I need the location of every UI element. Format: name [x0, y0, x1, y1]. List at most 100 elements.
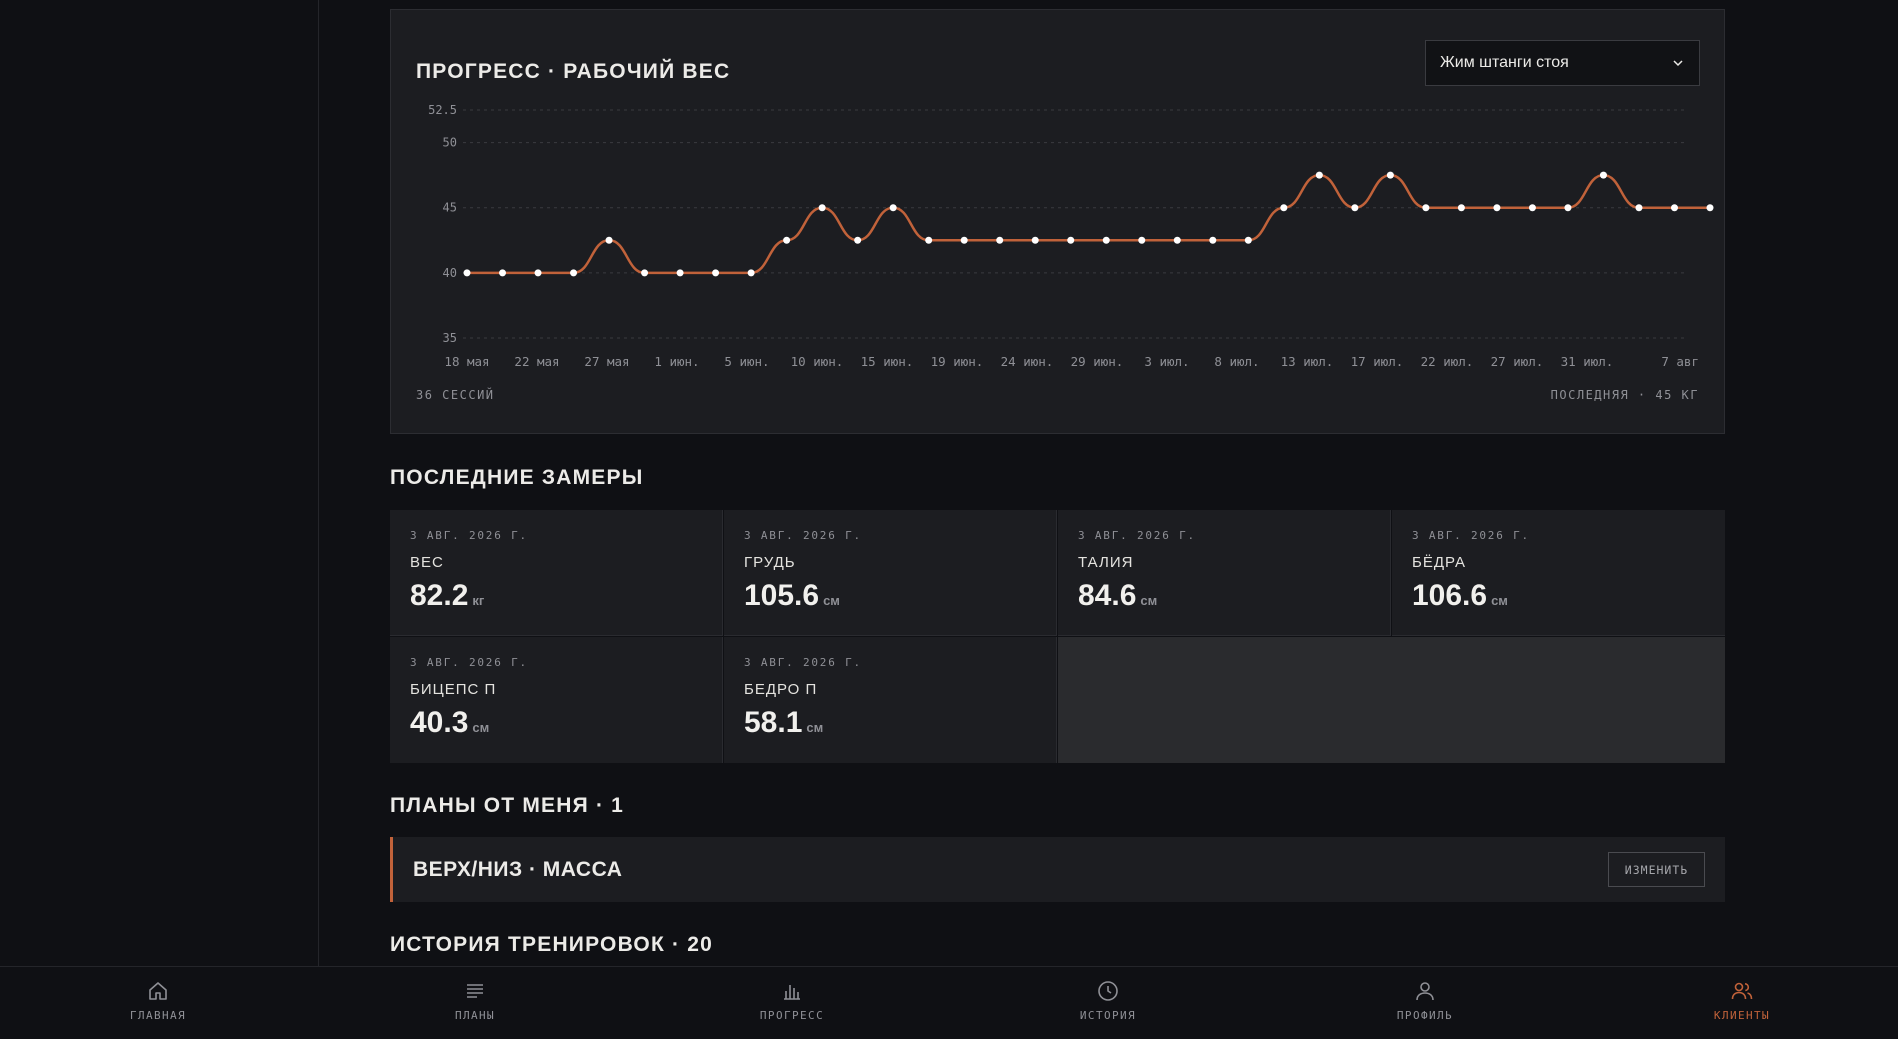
- data-point: [641, 269, 649, 277]
- measure-label: БЁДРА: [1412, 554, 1467, 571]
- x-tick-label: 13 июл.: [1281, 354, 1334, 369]
- data-point: [1599, 171, 1607, 179]
- data-point: [1706, 204, 1714, 212]
- x-tick-label: 10 июн.: [791, 354, 844, 369]
- x-tick-label: 18 мая: [444, 354, 489, 369]
- measure-unit: см: [823, 593, 840, 608]
- data-point: [1067, 236, 1075, 244]
- nav-label: ПРОФИЛЬ: [1396, 1009, 1454, 1022]
- nav-label: ПЛАНЫ: [454, 1009, 496, 1022]
- data-point: [1422, 204, 1430, 212]
- data-point: [1564, 204, 1572, 212]
- x-tick-label: 27 июл.: [1491, 354, 1544, 369]
- data-point: [712, 269, 720, 277]
- nav-item-plans[interactable]: ПЛАНЫ: [405, 979, 545, 1022]
- home-icon: [149, 982, 167, 1000]
- measure-unit: кг: [472, 593, 485, 608]
- user-icon: [1416, 982, 1434, 1001]
- y-tick-label: 35: [443, 331, 457, 345]
- x-tick-label: 1 июн.: [654, 354, 699, 369]
- bar-chart-icon: [784, 985, 800, 1000]
- measures-empty-cell: [1058, 637, 1725, 763]
- data-point: [534, 269, 542, 277]
- chevron-down-icon: [1673, 60, 1683, 67]
- measures-grid: 3 АВГ. 2026 Г. ВЕС 82.2 кг 3 АВГ. 2026 Г.…: [390, 510, 1725, 763]
- measure-date: 3 АВГ. 2026 Г.: [744, 529, 862, 542]
- chart-title: ПРОГРЕСС · РАБОЧИЙ ВЕС: [416, 60, 731, 83]
- plan-name: ВЕРХ/НИЗ · МАССА: [413, 858, 623, 881]
- measure-unit: см: [806, 720, 824, 735]
- data-point: [1173, 236, 1181, 244]
- measure-unit: см: [472, 720, 490, 735]
- data-point: [818, 204, 826, 212]
- data-point: [925, 236, 933, 244]
- data-point: [1209, 236, 1217, 244]
- data-point: [1315, 171, 1323, 179]
- data-point: [1635, 204, 1643, 212]
- measure-date: 3 АВГ. 2026 Г.: [410, 656, 528, 669]
- users-icon: [1731, 982, 1753, 1000]
- sessions-count: 36 СЕССИЙ: [416, 388, 495, 402]
- nav-item-progress[interactable]: ПРОГРЕСС: [722, 979, 862, 1022]
- data-point: [1670, 204, 1678, 212]
- x-tick-label: 3 июл.: [1144, 354, 1189, 369]
- list-icon: [467, 984, 483, 998]
- progress-chart-card: ПРОГРЕСС · РАБОЧИЙ ВЕС Жим штанги стоя 5…: [390, 9, 1725, 434]
- x-tick-label: 19 июн.: [931, 354, 984, 369]
- x-tick-label: 17 июл.: [1351, 354, 1404, 369]
- measure-unit: см: [1140, 593, 1158, 608]
- measure-value: 82.2: [410, 579, 469, 612]
- x-tick-label: 29 июн.: [1071, 354, 1124, 369]
- measure-value: 40.3: [410, 706, 469, 739]
- y-tick-label: 40: [443, 266, 457, 280]
- measure-value-row: 40.3 см: [410, 706, 489, 740]
- exercise-select[interactable]: Жим штанги стоя: [1425, 40, 1700, 86]
- nav-label: ГЛАВНАЯ: [129, 1009, 187, 1022]
- y-tick-label: 52.5: [428, 103, 457, 117]
- edit-plan-button[interactable]: ИЗМЕНИТЬ: [1608, 852, 1705, 887]
- data-point: [1102, 236, 1110, 244]
- x-tick-label: 22 мая: [514, 354, 559, 369]
- data-point: [499, 269, 507, 277]
- measure-value: 106.6: [1412, 579, 1488, 612]
- measure-value-row: 84.6 см: [1078, 579, 1157, 613]
- plans-title: ПЛАНЫ ОТ МЕНЯ · 1: [390, 794, 625, 817]
- nav-label: КЛИЕНТЫ: [1713, 1009, 1771, 1022]
- measure-value-row: 58.1 см: [744, 706, 823, 740]
- nav-item-home[interactable]: ГЛАВНАЯ: [88, 979, 228, 1022]
- data-point: [1031, 236, 1039, 244]
- last-weight: ПОСЛЕДНЯЯ · 45 КГ: [1550, 388, 1699, 402]
- exercise-select-value: Жим штанги стоя: [1440, 54, 1569, 71]
- bottom-nav: ГЛАВНАЯ ПЛАНЫ ПРОГРЕСС ИСТОРИЯ ПРОФИЛЬ К…: [0, 966, 1898, 1039]
- nav-item-profile[interactable]: ПРОФИЛЬ: [1355, 979, 1495, 1022]
- plan-card[interactable]: ВЕРХ/НИЗ · МАССА ИЗМЕНИТЬ: [390, 837, 1725, 902]
- measure-card: 3 АВГ. 2026 Г. ВЕС 82.2 кг: [390, 510, 723, 636]
- clock-icon: [1098, 981, 1118, 1001]
- measure-card: 3 АВГ. 2026 Г. ГРУДЬ 105.6 см: [724, 510, 1057, 636]
- data-point: [1386, 171, 1394, 179]
- data-point: [747, 269, 755, 277]
- x-tick-label: 5 июн.: [724, 354, 769, 369]
- x-tick-label: 7 авг: [1661, 354, 1699, 369]
- data-point: [1351, 204, 1359, 212]
- data-point: [605, 236, 613, 244]
- data-point: [676, 269, 684, 277]
- data-point: [854, 236, 862, 244]
- nav-item-clients[interactable]: КЛИЕНТЫ: [1672, 979, 1812, 1022]
- measure-date: 3 АВГ. 2026 Г.: [1412, 529, 1530, 542]
- x-tick-label: 27 мая: [584, 354, 629, 369]
- y-tick-label: 45: [443, 201, 457, 215]
- nav-label: ПРОГРЕСС: [759, 1009, 825, 1022]
- measure-label: БЕДРО П: [744, 681, 818, 698]
- x-tick-label: 15 июн.: [861, 354, 914, 369]
- nav-item-history[interactable]: ИСТОРИЯ: [1038, 979, 1178, 1022]
- nav-label: ИСТОРИЯ: [1079, 1009, 1137, 1022]
- measure-date: 3 АВГ. 2026 Г.: [744, 656, 862, 669]
- data-point: [783, 236, 791, 244]
- data-point: [889, 204, 897, 212]
- measure-date: 3 АВГ. 2026 Г.: [410, 529, 528, 542]
- measure-value: 84.6: [1078, 579, 1137, 612]
- data-point: [1280, 204, 1288, 212]
- measure-label: ГРУДЬ: [744, 554, 796, 571]
- measure-value: 58.1: [744, 706, 803, 739]
